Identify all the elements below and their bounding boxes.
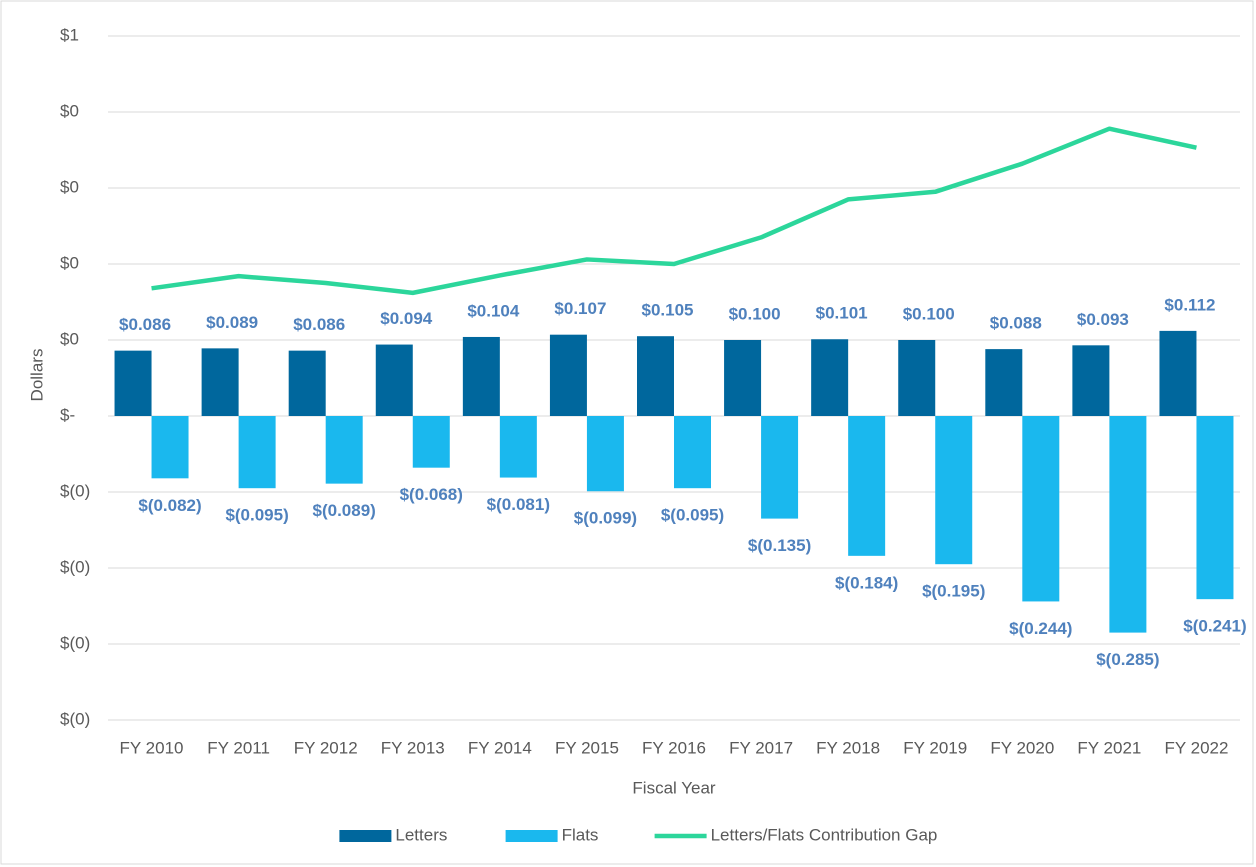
x-tick-label: FY 2017	[729, 738, 793, 757]
bar	[637, 336, 674, 416]
data-label: $(0.081)	[487, 495, 550, 514]
data-label: $0.104	[467, 301, 520, 320]
data-label: $(0.089)	[313, 501, 376, 520]
bar	[586, 416, 624, 492]
data-label: $(0.135)	[748, 536, 811, 555]
bar	[325, 416, 363, 484]
y-tick-label: $(0)	[60, 709, 90, 728]
bar	[724, 340, 762, 416]
x-tick-label: FY 2013	[381, 738, 445, 757]
bar	[1072, 345, 1110, 416]
line	[151, 126, 1197, 296]
legend-label: Letters	[395, 825, 447, 844]
bar	[1022, 416, 1060, 602]
bar	[375, 344, 413, 416]
y-axis-title: Dollars	[27, 349, 46, 402]
bar	[151, 416, 189, 479]
bar	[848, 416, 886, 556]
data-label: $0.112	[1164, 295, 1215, 314]
legend-label: Letters/Flats Contribution Gap	[711, 825, 938, 844]
data-label: $0.094	[380, 309, 433, 328]
y-tick-label: $0	[60, 101, 79, 120]
x-tick-label: FY 2010	[120, 738, 184, 757]
bar	[811, 339, 849, 416]
x-tick-label: FY 2022	[1164, 738, 1228, 757]
x-tick-label: FY 2015	[555, 738, 619, 757]
data-label: $(0.184)	[835, 573, 898, 592]
y-tick-label: $0	[60, 253, 79, 272]
x-axis-title: Fiscal Year	[632, 778, 715, 797]
y-tick-label: $(0)	[60, 633, 90, 652]
legend-swatch	[505, 830, 558, 842]
y-tick-label: $-	[60, 405, 75, 424]
bar	[462, 336, 500, 416]
data-label: $(0.244)	[1009, 619, 1072, 638]
data-label: $0.107	[554, 299, 606, 318]
x-tick-label: FY 2014	[468, 738, 532, 757]
x-tick-label: FY 2018	[816, 738, 880, 757]
x-tick-label: FY 2011	[207, 738, 270, 757]
data-label: $(0.099)	[574, 509, 637, 528]
data-label: $(0.082)	[138, 496, 201, 515]
data-label: $(0.241)	[1183, 617, 1246, 636]
bar	[674, 416, 711, 489]
bar	[1109, 416, 1147, 633]
bar	[985, 349, 1023, 416]
bar	[238, 416, 276, 489]
data-label: $0.093	[1077, 310, 1129, 329]
y-tick-label: $(0)	[60, 481, 90, 500]
bar	[761, 416, 799, 519]
data-label: $(0.195)	[922, 582, 985, 601]
y-tick-label: $0	[60, 329, 79, 348]
data-label: $0.100	[903, 304, 955, 323]
data-label: $(0.095)	[661, 506, 724, 525]
legend-label: Flats	[562, 825, 599, 844]
bar	[1196, 416, 1234, 600]
data-label: $(0.068)	[400, 485, 463, 504]
y-tick-label: $(0)	[60, 557, 90, 576]
data-label: $(0.285)	[1096, 650, 1159, 669]
bar	[288, 350, 326, 416]
y-tick-label: $0	[60, 177, 79, 196]
data-label: $0.086	[119, 315, 171, 334]
data-label: $0.105	[642, 301, 694, 320]
bar	[549, 334, 587, 416]
data-label: $0.100	[729, 304, 781, 323]
x-tick-label: FY 2019	[903, 738, 967, 757]
bar	[898, 340, 936, 416]
x-tick-label: FY 2016	[642, 738, 706, 757]
data-label: $0.088	[990, 314, 1042, 333]
x-tick-label: FY 2012	[294, 738, 358, 757]
y-tick-label: $1	[60, 25, 79, 44]
bar	[114, 350, 152, 416]
x-tick-label: FY 2021	[1077, 738, 1141, 757]
bar	[1159, 330, 1197, 416]
bar	[201, 348, 239, 416]
data-label: $0.101	[816, 304, 868, 323]
legend-swatch	[339, 830, 392, 842]
x-tick-label: FY 2020	[990, 738, 1054, 757]
data-label: $(0.095)	[225, 506, 288, 525]
bar	[412, 416, 450, 468]
data-label: $0.089	[206, 313, 258, 332]
data-label: $0.086	[293, 315, 345, 334]
bar	[935, 416, 973, 565]
bar	[499, 416, 537, 478]
